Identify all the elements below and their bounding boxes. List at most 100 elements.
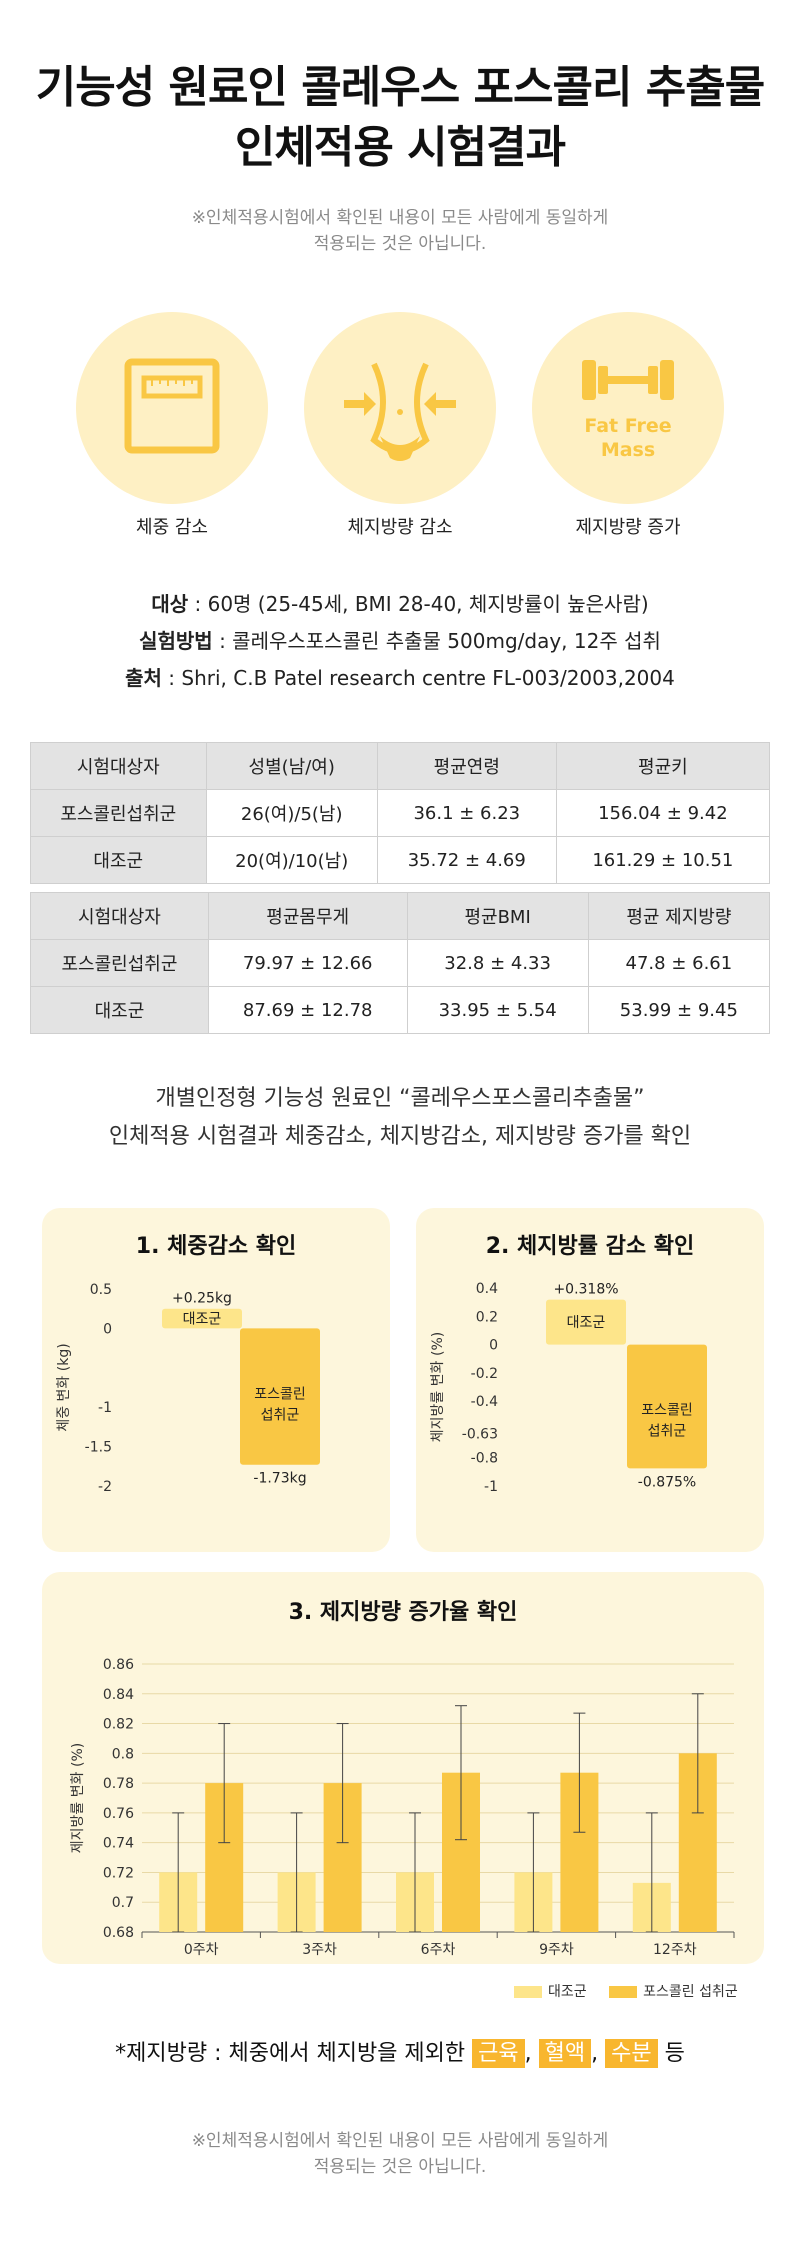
bar-category-label: 포스콜린 [254, 1386, 306, 1402]
y-tick-label: -0.2 [471, 1366, 498, 1382]
benefit-circle-weight [76, 312, 268, 504]
bar-category-label: 섭취군 [261, 1407, 300, 1423]
data-label: -1.73kg [253, 1471, 306, 1487]
chart-panel-ffm: 3. 제지방량 증가율 확인 제지방률 변화 (%) 0.86 0.84 0.82 0.… [42, 1572, 764, 1964]
benefit-label-ffm: 제지방량 증가 [575, 517, 681, 538]
table-cell: 32.8 ± 4.33 [406, 939, 589, 987]
x-tick-label: 0주차 [184, 1942, 219, 1958]
disclaimer-bottom: ※인체적용시험에서 확인된 내용이 모든 사람에게 동일하게 적용되는 것은 아… [0, 2128, 800, 2180]
table-cell: 36.1 ± 6.23 [376, 789, 557, 837]
disclaimer-top: ※인체적용시험에서 확인된 내용이 모든 사람에게 동일하게 적용되는 것은 아… [0, 205, 800, 257]
chart-title: 3. 제지방량 증가율 확인 [288, 1600, 518, 1625]
dumbbell-icon: Fat Free Mass [582, 360, 674, 461]
demographics-table-2: 시험대상자 평균몸무게 평균BMI 평균 제지방량 포스콜린섭취군 79.97 … [30, 892, 771, 1034]
legend-swatch [609, 1986, 638, 1998]
y-tick-label: 0.4 [476, 1281, 498, 1297]
bar-category-label: 섭취군 [648, 1424, 687, 1440]
legend-item-forskolin: 포스콜린 섭취군 [609, 1984, 738, 2000]
highlight-water: 수분 [605, 2039, 658, 2068]
chart-panel-weight: 1. 체중감소 확인 체중 변화 (kg) 0.5 0 -1 -1.5 -2 대조군 +0.2… [42, 1208, 390, 1552]
disclaimer-line-1: ※인체적용시험에서 확인된 내용이 모든 사람에게 동일하게 [191, 208, 609, 228]
y-axis-label: 체지방률 변화 (%) [430, 1332, 446, 1442]
x-tick-label: 6주차 [421, 1942, 456, 1958]
table-cell: 20(여)/10(남) [205, 836, 378, 884]
y-tick-label: 0.82 [103, 1717, 134, 1733]
chart-bodyfat: 체지방률 변화 (%) 0.4 0.2 0 -0.2 -0.4 -0.63 -0.8 -1 대조군… [430, 1281, 707, 1495]
ffm-icon-text-2: Mass [601, 439, 655, 461]
subject-label: 대상 [151, 592, 189, 616]
y-tick-label: 0.7 [112, 1895, 134, 1911]
table-cell: 47.8 ± 6.61 [587, 939, 771, 987]
data-label: +0.318% [553, 1282, 618, 1298]
disclaimer-line-2: 적용되는 것은 아닙니다. [313, 2157, 487, 2177]
intro-line-2: 인체적용 시험결과 체중감소, 체지방감소, 제지방량 증가를 확인 [108, 1124, 692, 1149]
y-axis-label: 체중 변화 (kg) [56, 1343, 72, 1431]
source-label: 출처 [125, 666, 162, 690]
y-tick-label: -1 [484, 1479, 498, 1495]
table-cell: 156.04 ± 9.42 [555, 789, 771, 837]
y-tick-label: -1 [98, 1400, 112, 1416]
y-tick-label: -0.4 [471, 1394, 498, 1410]
table-header-row: 시험대상자 평균몸무게 평균BMI 평균 제지방량 [30, 892, 771, 940]
chart-legend: 대조군 포스콜린 섭취군 [514, 1981, 738, 2001]
benefit-label-weight: 체중 감소 [136, 517, 208, 538]
y-tick-label: 0.72 [103, 1865, 134, 1881]
table-header-row: 시험대상자 성별(남/여) 평균연령 평균키 [30, 742, 771, 790]
page-title: 기능성 원료인 콜레우스 포스콜리 추출물 인체적용 시험결과 [0, 58, 800, 178]
y-tick-label: 0.86 [103, 1657, 134, 1673]
table-row: 포스콜린섭취군 79.97 ± 12.66 32.8 ± 4.33 47.8 ±… [30, 939, 771, 987]
disclaimer-line-2: 적용되는 것은 아닙니다. [313, 234, 487, 254]
legend-item-control: 대조군 [514, 1984, 587, 2000]
method-label: 실험방법 [139, 629, 213, 653]
table-cell: 53.99 ± 9.45 [587, 986, 771, 1034]
table-row-head: 포스콜린섭취군 [30, 939, 209, 987]
benefit-circle-bodyfat [304, 312, 496, 504]
bar-category-label: 포스콜린 [641, 1403, 693, 1419]
chart-title: 2. 체지방률 감소 확인 [485, 1234, 695, 1259]
legend-label: 대조군 [548, 1984, 587, 2000]
source-value: : Shri, C.B Patel research centre FL-003… [161, 666, 675, 690]
ffm-icon-text-1: Fat Free [584, 415, 671, 437]
benefit-circle-ffm: Fat Free Mass [532, 312, 724, 504]
chart-panel-bodyfat: 2. 체지방률 감소 확인 체지방률 변화 (%) 0.4 0.2 0 -0.2 -0.4… [416, 1208, 764, 1552]
title-line-1: 기능성 원료인 콜레우스 포스콜리 추출물 [35, 62, 765, 113]
table-header: 시험대상자 [30, 742, 207, 790]
title-line-2: 인체적용 시험결과 [234, 122, 566, 173]
bar [162, 1308, 242, 1329]
bar [240, 1328, 320, 1465]
y-tick-label: 0 [489, 1338, 498, 1354]
chart-title: 1. 체중감소 확인 [135, 1234, 297, 1259]
intro-line-1: 개별인정형 기능성 원료인 “콜레우스포스콜리추출물” [155, 1086, 645, 1111]
legend-swatch [514, 1986, 542, 1998]
disclaimer-line-1: ※인체적용시험에서 확인된 내용이 모든 사람에게 동일하게 [191, 2131, 609, 2151]
table-row-head: 대조군 [30, 986, 209, 1034]
table-header: 시험대상자 [30, 892, 209, 940]
highlight-blood: 혈액 [538, 2039, 592, 2068]
table-cell: 35.72 ± 4.69 [376, 836, 557, 884]
results-intro: 개별인정형 기능성 원료인 “콜레우스포스콜리추출물” 인체적용 시험결과 체중… [0, 1080, 800, 1156]
y-tick-label: -2 [98, 1479, 112, 1495]
table-row-head: 대조군 [30, 836, 207, 884]
table-header: 평균 제지방량 [587, 892, 771, 940]
y-tick-label: 0.84 [103, 1687, 134, 1703]
bar [627, 1344, 707, 1469]
subject-value: : 60명 (25-45세, BMI 28-40, 체지방률이 높은사람) [188, 592, 649, 616]
table-row: 대조군 20(여)/10(남) 35.72 ± 4.69 161.29 ± 10… [30, 836, 771, 884]
y-tick-label: 0.68 [103, 1925, 134, 1941]
definition-text: *제지방량 : 체중에서 체지방을 제외한 [115, 2041, 473, 2066]
study-method: 실험방법 : 콜레우스포스콜린 추출물 500mg/day, 12주 섭취 [0, 623, 800, 660]
definition-suffix: 등 [657, 2041, 685, 2066]
table-cell: 26(여)/5(남) [205, 789, 378, 837]
x-tick-label: 12주차 [653, 1942, 697, 1958]
bar-category-label: 대조군 [567, 1315, 606, 1331]
data-label: +0.25kg [172, 1291, 232, 1307]
table-cell: 161.29 ± 10.51 [555, 836, 771, 884]
table-row: 대조군 87.69 ± 12.78 33.95 ± 5.54 53.99 ± 9… [30, 986, 771, 1034]
study-source: 출처 : Shri, C.B Patel research centre FL-… [0, 660, 800, 697]
separator: , [591, 2041, 606, 2066]
y-tick-label: 0 [103, 1321, 112, 1337]
study-subject: 대상 : 60명 (25-45세, BMI 28-40, 체지방률이 높은사람) [0, 586, 800, 623]
benefit-label-bodyfat: 체지방량 감소 [347, 517, 453, 538]
bar-category-label: 대조군 [183, 1312, 222, 1328]
table-cell: 33.95 ± 5.54 [406, 986, 589, 1034]
